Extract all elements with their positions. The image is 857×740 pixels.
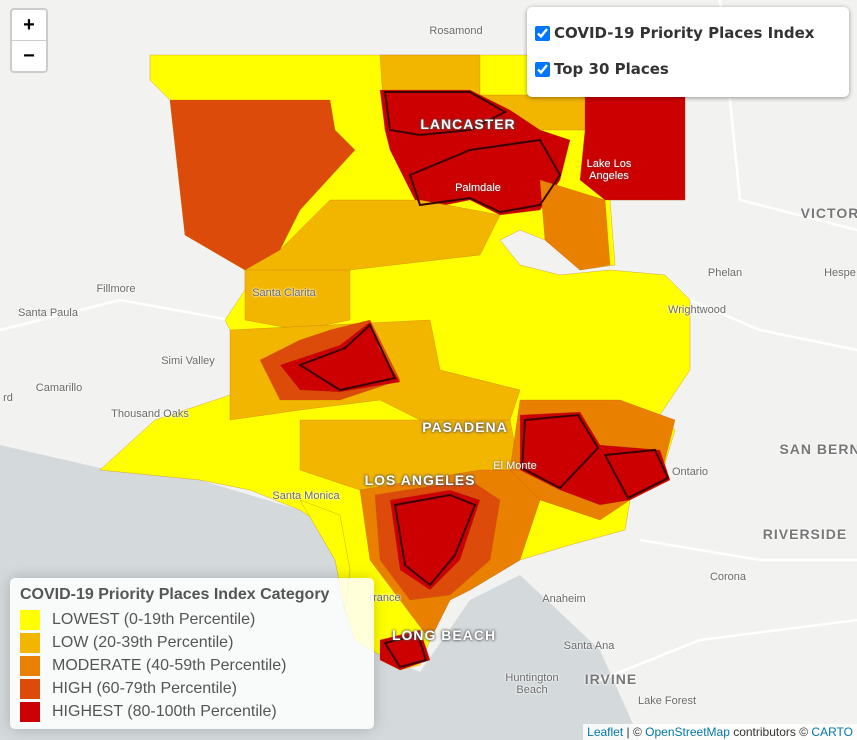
map-label: Palmdale <box>455 182 501 194</box>
legend-item: HIGHEST (80-100th Percentile) <box>20 700 368 723</box>
attribution-link[interactable]: CARTO <box>811 725 853 739</box>
top-30-outlines <box>297 91 670 669</box>
legend-title: COVID-19 Priority Places Index Category <box>20 586 330 603</box>
legend-label: LOW (20-39th Percentile) <box>52 633 234 651</box>
map-label: Ontario <box>671 466 709 478</box>
legend-item: LOW (20-39th Percentile) <box>20 631 368 654</box>
map-label: El Monte <box>493 460 537 472</box>
attribution-text: | © <box>623 725 646 739</box>
zoom-out[interactable]: − <box>12 40 46 71</box>
legend-item: MODERATE (40-59th Percentile) <box>20 654 368 677</box>
layer-label: Top 30 Places <box>554 60 669 78</box>
map-label: LONG BEACH <box>391 627 497 643</box>
map-label: Wrightwood <box>668 304 726 316</box>
attribution-text: contributors © <box>729 725 812 739</box>
layer-checkbox[interactable] <box>535 25 550 41</box>
legend-label: LOWEST (0-19th Percentile) <box>52 610 256 628</box>
map-label: Phelan <box>707 267 743 279</box>
zoom-in[interactable]: + <box>23 14 35 36</box>
legend-label: HIGH (60-79th Percentile) <box>52 679 237 697</box>
legend-swatch <box>20 609 40 630</box>
map-label: PASADENA <box>422 419 508 435</box>
map-label: rrance <box>369 592 401 604</box>
map-label: Corona <box>709 571 747 583</box>
map-label: IRVINE <box>584 671 638 687</box>
legend-label: HIGHEST (80-100th Percentile) <box>52 702 277 720</box>
layer-option[interactable]: COVID-19 Priority Places Index <box>533 15 843 51</box>
map-label: rd <box>3 392 13 404</box>
map-label: Fillmore <box>96 283 136 295</box>
map-label: Santa Monica <box>272 490 340 502</box>
attribution: Leaflet | © OpenStreetMap contributors ©… <box>583 724 857 740</box>
map-label: Lake Forest <box>637 695 697 707</box>
layer-label: COVID-19 Priority Places Index <box>554 24 815 42</box>
map-label: Simi Valley <box>161 355 215 367</box>
legend-swatch <box>20 701 40 722</box>
legend-swatch <box>20 632 40 653</box>
map-label: Hespe <box>824 267 856 279</box>
legend-swatch <box>20 655 40 676</box>
legend-items: LOWEST (0-19th Percentile) LOW (20-39th P… <box>20 608 368 723</box>
layer-control: COVID-19 Priority Places Index Top 30 Pl… <box>527 7 849 97</box>
map-label: Lake Los Angeles <box>586 158 632 182</box>
map-label: Anaheim <box>542 593 586 605</box>
map-label: Santa Ana <box>563 640 615 652</box>
legend-swatch <box>20 678 40 699</box>
priority-areas <box>99 54 691 671</box>
legend-item: LOWEST (0-19th Percentile) <box>20 608 368 631</box>
map-label: Camarillo <box>35 382 83 394</box>
layer-checkbox[interactable] <box>535 61 550 77</box>
legend-item: HIGH (60-79th Percentile) <box>20 677 368 700</box>
map-label: Rosamond <box>429 25 483 37</box>
map-label: Thousand Oaks <box>111 408 189 420</box>
map-label: Santa Paula <box>18 307 78 319</box>
legend: COVID-19 Priority Places Index Category … <box>10 578 374 729</box>
map-label: RIVERSIDE <box>762 526 848 542</box>
attribution-link[interactable]: OpenStreetMap <box>645 725 730 739</box>
attribution-link[interactable]: Leaflet <box>587 725 624 739</box>
map-label: VICTOR <box>800 205 857 221</box>
map-label: SAN BERN <box>779 441 857 457</box>
map-label: Santa Clarita <box>252 287 316 299</box>
map-label: Huntington Beach <box>505 672 559 696</box>
map-label: LANCASTER <box>420 116 516 132</box>
layer-option[interactable]: Top 30 Places <box>533 51 843 87</box>
zoom-control: + − <box>10 8 48 73</box>
legend-label: MODERATE (40-59th Percentile) <box>52 656 287 674</box>
map-label: LOS ANGELES <box>364 472 476 488</box>
